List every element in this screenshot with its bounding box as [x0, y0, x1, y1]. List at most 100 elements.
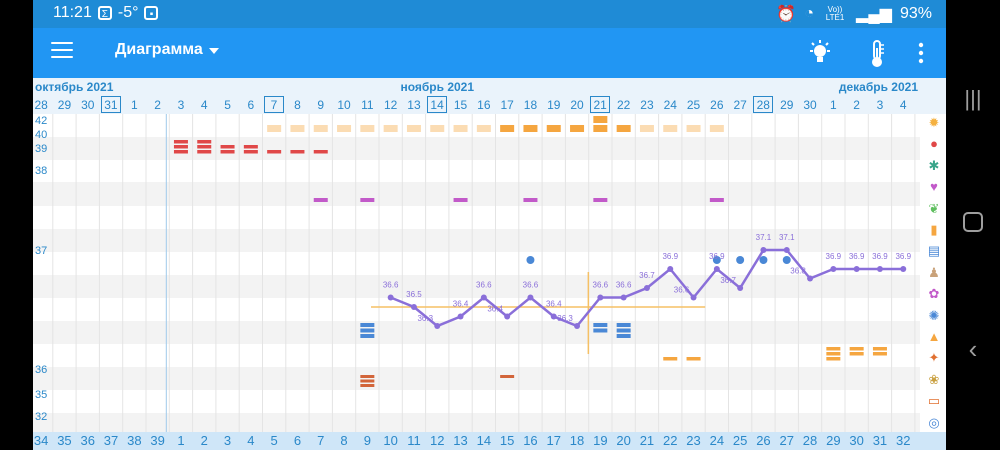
day-label[interactable]: 6: [247, 98, 255, 112]
note-icon[interactable]: ▤: [927, 243, 941, 259]
marker-blue: [593, 328, 608, 333]
day-label[interactable]: 21: [590, 96, 611, 113]
drop-sun-icon[interactable]: ✦: [928, 350, 940, 366]
row-band: [33, 367, 920, 390]
view-selector-title[interactable]: Диаграмма: [115, 41, 203, 58]
thermometer-icon[interactable]: [867, 40, 887, 68]
temperature-label: 36.8: [790, 267, 806, 276]
cycle-day-label: 23: [686, 433, 701, 448]
day-label[interactable]: 22: [616, 98, 631, 112]
day-label[interactable]: 2: [853, 98, 860, 112]
cycle-day-label: 1: [177, 433, 185, 448]
day-label[interactable]: 3: [177, 98, 185, 112]
day-label[interactable]: 24: [663, 98, 677, 112]
temperature-point: [643, 285, 650, 291]
sparkle-icon[interactable]: ✺: [928, 307, 940, 323]
android-nav-bar: ||| ‹: [946, 0, 1000, 450]
drop-icon[interactable]: ●: [930, 136, 938, 152]
marker-brown: [360, 375, 375, 378]
day-label[interactable]: 8: [294, 98, 301, 112]
app-notification-icon: ▪: [144, 6, 159, 20]
row-band: [33, 182, 920, 206]
day-label[interactable]: 14: [427, 96, 448, 113]
cycle-day-label: 13: [453, 433, 468, 448]
day-label[interactable]: 20: [570, 98, 584, 112]
back-button[interactable]: ‹: [968, 334, 978, 364]
temperature-point: [620, 294, 627, 301]
temperature-point: [690, 294, 697, 301]
marker-brown: [360, 379, 375, 383]
lightbulb-icon[interactable]: [809, 40, 831, 66]
pill-icon[interactable]: ▮: [930, 222, 938, 237]
walk-icon[interactable]: ♟: [928, 264, 940, 280]
day-label[interactable]: 25: [686, 98, 701, 112]
leaf-icon[interactable]: ❦: [928, 200, 940, 216]
marker-orange-low: [686, 357, 701, 361]
cycle-day-label: 24: [709, 433, 725, 448]
month-label: ноябрь 2021: [400, 80, 475, 94]
day-label[interactable]: 10: [337, 98, 351, 112]
temperature-label: 36.3: [557, 314, 573, 323]
day-label[interactable]: 12: [383, 98, 398, 112]
day-label[interactable]: 28: [753, 96, 774, 113]
day-label[interactable]: 30: [803, 98, 817, 112]
bottle-icon[interactable]: ▲: [927, 329, 941, 344]
temperature-label: 36.7: [720, 276, 736, 285]
day-label[interactable]: 28: [34, 98, 48, 112]
day-label[interactable]: 26: [710, 98, 724, 112]
day-label[interactable]: 11: [361, 98, 374, 112]
marker-orange-low: [872, 347, 887, 351]
day-label[interactable]: 15: [453, 98, 468, 112]
status-time: 11:21: [53, 4, 92, 21]
marker-orange: [500, 125, 515, 132]
day-label[interactable]: 3: [876, 98, 884, 112]
day-label[interactable]: 18: [523, 98, 538, 112]
day-label[interactable]: 29: [780, 98, 794, 112]
status-temp: -5°: [117, 4, 139, 21]
temperature-label: 37.1: [756, 233, 772, 242]
flower-small-icon[interactable]: ❀: [928, 371, 940, 387]
menu-button[interactable]: [51, 42, 73, 60]
virus-icon[interactable]: ✱: [928, 157, 940, 173]
day-label[interactable]: 7: [264, 96, 284, 113]
day-label[interactable]: 9: [317, 98, 325, 112]
day-label[interactable]: 19: [547, 98, 561, 112]
marker-red: [220, 145, 235, 149]
day-label[interactable]: 2: [154, 98, 161, 112]
day-label[interactable]: 27: [733, 98, 747, 112]
heart-icon[interactable]: ♥: [930, 179, 938, 195]
day-label[interactable]: 4: [899, 98, 907, 112]
cycle-day-label: 17: [546, 433, 561, 448]
temperature-chart[interactable]: 42 40 39 38 37 36 35 32 36.6 36.5 36.3 36.4 36.6 36.4…: [33, 114, 920, 432]
day-label[interactable]: 30: [81, 98, 95, 112]
row-band: [33, 321, 920, 344]
day-label[interactable]: 4: [200, 98, 208, 112]
temperature-point: [667, 266, 674, 272]
sun-icon[interactable]: ✹: [928, 115, 940, 130]
day-label[interactable]: 1: [829, 98, 837, 112]
status-right: ⏰ ◔ Vo)) LTE1 ▂▄▆ 93%: [776, 4, 932, 24]
day-label[interactable]: 29: [57, 98, 72, 112]
marker-red: [173, 140, 188, 144]
ring-icon[interactable]: ◎: [928, 414, 940, 430]
marker-blue: [360, 334, 375, 338]
status-bar: 11:21 Σ -5° ▪ ⏰ ◔ Vo)) LTE1 ▂▄▆ 93%: [33, 0, 946, 28]
day-label[interactable]: 17: [500, 98, 514, 112]
dropdown-caret-icon[interactable]: [209, 48, 219, 54]
row-band: [33, 229, 920, 252]
monitor-icon[interactable]: ▭: [927, 393, 941, 409]
day-label[interactable]: 5: [224, 98, 231, 112]
cycle-day-label: 21: [639, 433, 655, 448]
flower-icon[interactable]: ✿: [928, 286, 940, 302]
marker-orange-low: [826, 352, 841, 356]
day-label[interactable]: 13: [407, 98, 421, 112]
more-options-icon[interactable]: [917, 42, 925, 64]
day-label[interactable]: 31: [100, 96, 121, 113]
day-label[interactable]: 23: [640, 98, 654, 112]
home-button[interactable]: [946, 212, 1000, 232]
day-label[interactable]: 16: [477, 98, 491, 112]
cycle-day-label: 4: [247, 433, 255, 448]
recent-apps-button[interactable]: |||: [964, 86, 982, 111]
day-label[interactable]: 1: [130, 98, 138, 112]
marker-pale: [383, 125, 398, 132]
